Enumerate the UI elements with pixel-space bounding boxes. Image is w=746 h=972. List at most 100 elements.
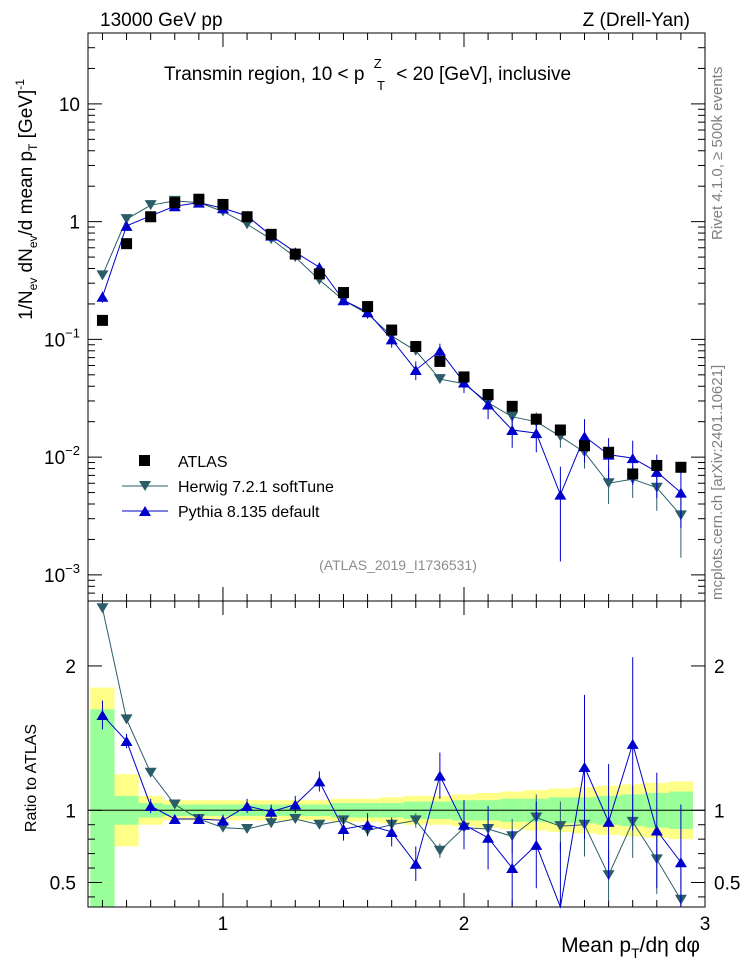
x-tick-label: 3: [700, 914, 711, 935]
pythia-ratio-point: [433, 770, 446, 781]
ratio-y-axis-label: Ratio to ATLAS: [23, 724, 40, 832]
pythia-point: [361, 307, 374, 318]
mcplots-label: mcplots.cern.ch [arXiv:2401.10621]: [709, 365, 726, 600]
herwig-ratio-point: [168, 799, 181, 810]
pythia-ratio-point: [650, 825, 663, 836]
herwig-point: [96, 270, 109, 281]
herwig-ratio-point: [289, 813, 302, 824]
x-tick-label: 2: [459, 914, 470, 935]
pythia-ratio-point: [578, 761, 591, 772]
legend-atlas-label: ATLAS: [178, 454, 228, 471]
pythia-ratio-point: [506, 863, 519, 874]
pythia-ratio-point: [385, 826, 398, 837]
ratio-series: [96, 603, 687, 909]
atlas-point: [651, 459, 663, 471]
atlas-point: [193, 193, 205, 205]
herwig-ratio-point: [265, 818, 278, 829]
herwig-ratio-point: [313, 819, 326, 830]
pythia-ratio-point: [361, 819, 374, 830]
y-tick-label: 10−1: [44, 325, 80, 351]
atlas-point: [458, 371, 470, 383]
herwig-ratio-point: [144, 767, 157, 778]
atlas-point: [241, 211, 253, 223]
y-tick-label: 10−2: [44, 443, 80, 469]
atlas-point: [578, 440, 590, 452]
pythia-ratio-point: [168, 813, 181, 824]
energy-label: 13000 GeV pp: [100, 10, 223, 31]
pythia-ratio-point: [674, 857, 687, 868]
herwig-point: [144, 200, 157, 211]
atlas-point: [96, 314, 108, 326]
rivet-label: Rivet 4.1.0, ≥ 500k events: [709, 67, 726, 240]
herwig-point: [602, 478, 615, 489]
pythia-point: [506, 424, 519, 435]
atlas-point: [530, 413, 542, 425]
legend-herwig-marker: [139, 481, 151, 491]
pythia-point: [578, 431, 591, 442]
atlas-point: [121, 238, 133, 250]
ratio-y-tick-label-left: 2: [65, 657, 76, 678]
legend-pythia-label: Pythia 8.135 default: [178, 504, 320, 521]
atlas-point: [410, 341, 422, 353]
pythia-point: [120, 220, 133, 231]
x-tick-label: 1: [218, 914, 229, 935]
pythia-ratio-point: [265, 806, 278, 817]
pythia-point: [409, 364, 422, 375]
y-tick-label: 1: [69, 213, 80, 234]
pythia-ratio-point: [289, 799, 302, 810]
pythia-point: [530, 428, 543, 439]
atlas-point: [289, 248, 301, 260]
ratio-y-tick-label-right: 2: [714, 657, 725, 678]
pythia-point: [457, 377, 470, 388]
pythia-ratio-point: [216, 815, 229, 826]
herwig-ratio-point: [409, 815, 422, 826]
atlas-point: [169, 197, 181, 209]
main-title-prefix: Transmin region, 10 < p: [164, 64, 364, 85]
pythia-point: [433, 345, 446, 356]
main-title-suffix: < 20 [GeV], inclusive: [396, 64, 571, 85]
herwig-point: [120, 214, 133, 225]
atlas-point: [554, 424, 566, 436]
process-label: Z (Drell-Yan): [583, 10, 690, 31]
ratio-y-tick-label-right: 0.5: [714, 873, 740, 894]
atlas-point: [386, 324, 398, 336]
pythia-ratio-point: [144, 800, 157, 811]
atlas-point: [675, 461, 687, 473]
pythia-ratio-point: [120, 736, 133, 747]
main-title: Transmin region, 10 < p Z T < 20 [GeV], …: [164, 52, 571, 95]
main-y-axis-label: 1/Nev dNev/d mean pT [GeV]-1: [13, 79, 40, 320]
herwig-ratio-point: [554, 821, 567, 832]
atlas-point: [265, 228, 277, 240]
pythia-ratio-point: [241, 800, 254, 811]
pythia-point: [626, 453, 639, 464]
atlas-point: [506, 400, 518, 412]
pythia-ratio-point: [313, 776, 326, 787]
atlas-point: [627, 468, 639, 480]
atlas-point: [482, 389, 494, 401]
legend-atlas-marker: [139, 455, 150, 466]
pythia-ratio-point: [192, 813, 205, 824]
atlas-point: [603, 446, 615, 458]
ratio-plot-frame: [87, 600, 706, 908]
main-title-sub: T: [377, 78, 385, 93]
herwig-ratio-point: [241, 824, 254, 835]
ratio-ticks: 1 2 30.5 0.51 12 2: [50, 601, 740, 935]
pythia-point: [337, 295, 350, 306]
main-title-sup: Z: [374, 56, 382, 71]
atlas-point: [434, 355, 446, 367]
main-series: [96, 193, 687, 562]
x-axis-label: Mean pT/dη dφ: [561, 934, 700, 961]
legend-herwig-label: Herwig 7.2.1 softTune: [178, 479, 334, 496]
atlas-point: [362, 301, 374, 313]
ratio-panel: 1 2 30.5 0.51 12 2 Ratio to ATLAS Mean pT/dη …: [23, 600, 740, 961]
pythia-ratio-point: [337, 824, 350, 835]
ratio-y-tick-label-right: 1: [714, 801, 725, 822]
ratio-y-tick-label-left: 0.5: [50, 873, 76, 894]
pythia-ratio-point: [457, 819, 470, 830]
legend-pythia-marker: [139, 506, 151, 516]
y-tick-label: 10−3: [44, 561, 80, 587]
y-tick-label: 10: [59, 95, 80, 116]
pythia-point: [96, 291, 109, 302]
atlas-point: [337, 287, 349, 299]
